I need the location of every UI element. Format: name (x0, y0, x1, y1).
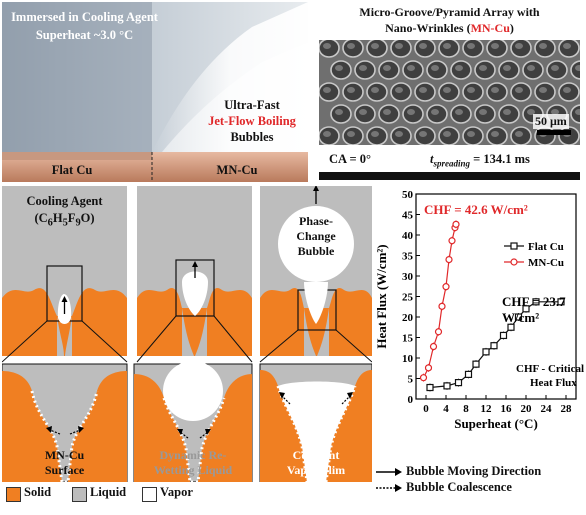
mn-cu-surface-label-2: Surface (44, 463, 85, 477)
contact-angle-label: CA = 0° (329, 152, 371, 166)
data-point (482, 348, 490, 356)
zoom-panel-2 (133, 361, 253, 484)
cooling-agent-label: Cooling Agent (26, 194, 103, 208)
mn-cu-label: MN-Cu (216, 163, 258, 177)
substrate-bar (319, 172, 580, 180)
plot-frame (415, 193, 577, 400)
material-legend: Solid Liquid Vapor (2, 482, 382, 515)
legend-marker (510, 242, 518, 250)
boiling-photo: Immersed in Cooling Agent Superheat ~3.0… (2, 2, 308, 182)
data-point (424, 364, 433, 372)
y-tick-label: 45 (402, 210, 414, 222)
arrow-legend-label-2: Bubble Coalescence (406, 480, 512, 494)
vapor-label: Vapor (160, 485, 193, 499)
data-point (434, 328, 443, 336)
chf-note-1: CHF - Critical (516, 363, 584, 375)
data-point (452, 220, 460, 228)
data-point (419, 374, 428, 382)
data-point (490, 342, 498, 350)
y-tick-label: 40 (402, 230, 414, 242)
x-tick-label: 0 (423, 403, 429, 415)
legend-label: Flat Cu (528, 241, 564, 253)
phase-change-label-2: Change (296, 229, 336, 243)
data-point (514, 313, 523, 321)
zoom-panel-1 (1, 363, 128, 484)
chf-note-2: Heat Flux (530, 377, 577, 389)
chf-mn-annotation: CHF = 42.6 W/cm² (424, 202, 528, 217)
legend-label: MN-Cu (528, 257, 564, 269)
y-tick-label: 20 (402, 312, 414, 324)
legend-marker (510, 258, 518, 266)
jet-label-line3: Bubbles (230, 130, 274, 144)
chf-flat-annotation-1: CHF = 23.7 (502, 294, 566, 309)
vapor-film-label-2: Vapor Flim (286, 463, 346, 477)
y-tick-label: 10 (402, 353, 414, 365)
data-point (445, 255, 453, 264)
heat-flux-chart: 0 5 10 15 20 25 30 35 40 45 50 0 4 8 12 16 20 24 28 Superhe… (372, 186, 584, 446)
x-tick-label: 24 (541, 403, 553, 415)
immersion-title: Immersed in Cooling Agent (11, 10, 158, 24)
sem-panel: Micro-Groove/Pyramid Array with Nano-Wri… (315, 2, 584, 182)
data-point (499, 331, 508, 340)
x-axis-label: Superheat (°C) (454, 416, 538, 431)
liquid-label: Liquid (90, 485, 127, 499)
data-point (443, 382, 451, 390)
arrow-legend-label-1: Bubble Moving Direction (406, 464, 542, 478)
data-point (532, 298, 540, 306)
x-tick-label: 28 (561, 403, 573, 415)
rewetting-label-1: Dynamic Re- (159, 448, 227, 462)
x-tick-label: 12 (481, 403, 493, 415)
flat-cu-label: Flat Cu (51, 163, 93, 177)
data-point (438, 302, 446, 310)
sem-title-line2: Nano-Wrinkles (MN-Cu) (385, 21, 514, 35)
y-tick-label: 5 (408, 374, 414, 386)
jet-label-line1: Ultra-Fast (224, 98, 280, 112)
x-tick-label: 20 (521, 403, 533, 415)
y-tick-label: 0 (408, 394, 414, 406)
rewetting-label-2: Wetting Liquid (153, 463, 233, 477)
data-point (448, 237, 456, 245)
spreading-time-label: tspreading = 134.1 ms (430, 152, 530, 169)
liquid-swatch (72, 487, 87, 502)
data-point (426, 383, 434, 392)
data-point (472, 360, 480, 368)
scale-bar-label: 50 μm (533, 114, 569, 129)
vapor-film-label-1: Constant (292, 448, 340, 462)
jet-label-line2: Jet-Flow Boiling (208, 114, 296, 128)
vapor-swatch (142, 487, 157, 502)
series-line-1 (422, 224, 457, 378)
y-tick-label: 35 (402, 251, 414, 263)
panel-1-top (2, 186, 127, 356)
y-tick-label: 25 (402, 292, 414, 304)
arrow-legend: Bubble Moving Direction Bubble Coalescen… (372, 446, 584, 515)
data-point (557, 298, 565, 306)
data-point (429, 342, 438, 351)
solid-label: Solid (24, 485, 52, 499)
mn-cu-surface-label-1: MN-Cu (44, 448, 85, 462)
phase-change-label-3: Bubble (297, 244, 335, 258)
scale-bar (537, 130, 571, 135)
y-axis-label: Heat Flux (W/cm²) (374, 244, 389, 348)
x-tick-label: 8 (463, 403, 469, 415)
data-point (442, 283, 450, 291)
sem-title-line1: Micro-Groove/Pyramid Array with (359, 5, 540, 19)
data-point (507, 323, 515, 331)
data-point (464, 370, 473, 378)
y-tick-label: 15 (402, 333, 414, 345)
schematic-panels: Cooling Agent (C6H5F9O) Phase- Change Bu… (1, 185, 373, 484)
cooling-agent-formula: (C6H5F9O) (34, 211, 95, 229)
data-point (522, 305, 530, 313)
chart-svg: 0 5 10 15 20 25 30 35 40 45 50 0 4 8 12 16 20 24 28 Superhe… (374, 189, 584, 431)
y-tick-label: 50 (402, 189, 414, 201)
x-tick-label: 16 (501, 403, 513, 415)
panel-3-top (260, 185, 372, 356)
x-tick-label: 4 (443, 403, 449, 415)
data-point (454, 379, 463, 387)
phase-change-label-1: Phase- (299, 214, 333, 228)
y-tick-label: 30 (402, 271, 414, 283)
panel-2-top (137, 186, 252, 356)
chf-flat-annotation-2: W/cm² (502, 310, 539, 325)
superheat-label: Superheat ~3.0 °C (35, 28, 134, 42)
solid-swatch (6, 487, 21, 502)
